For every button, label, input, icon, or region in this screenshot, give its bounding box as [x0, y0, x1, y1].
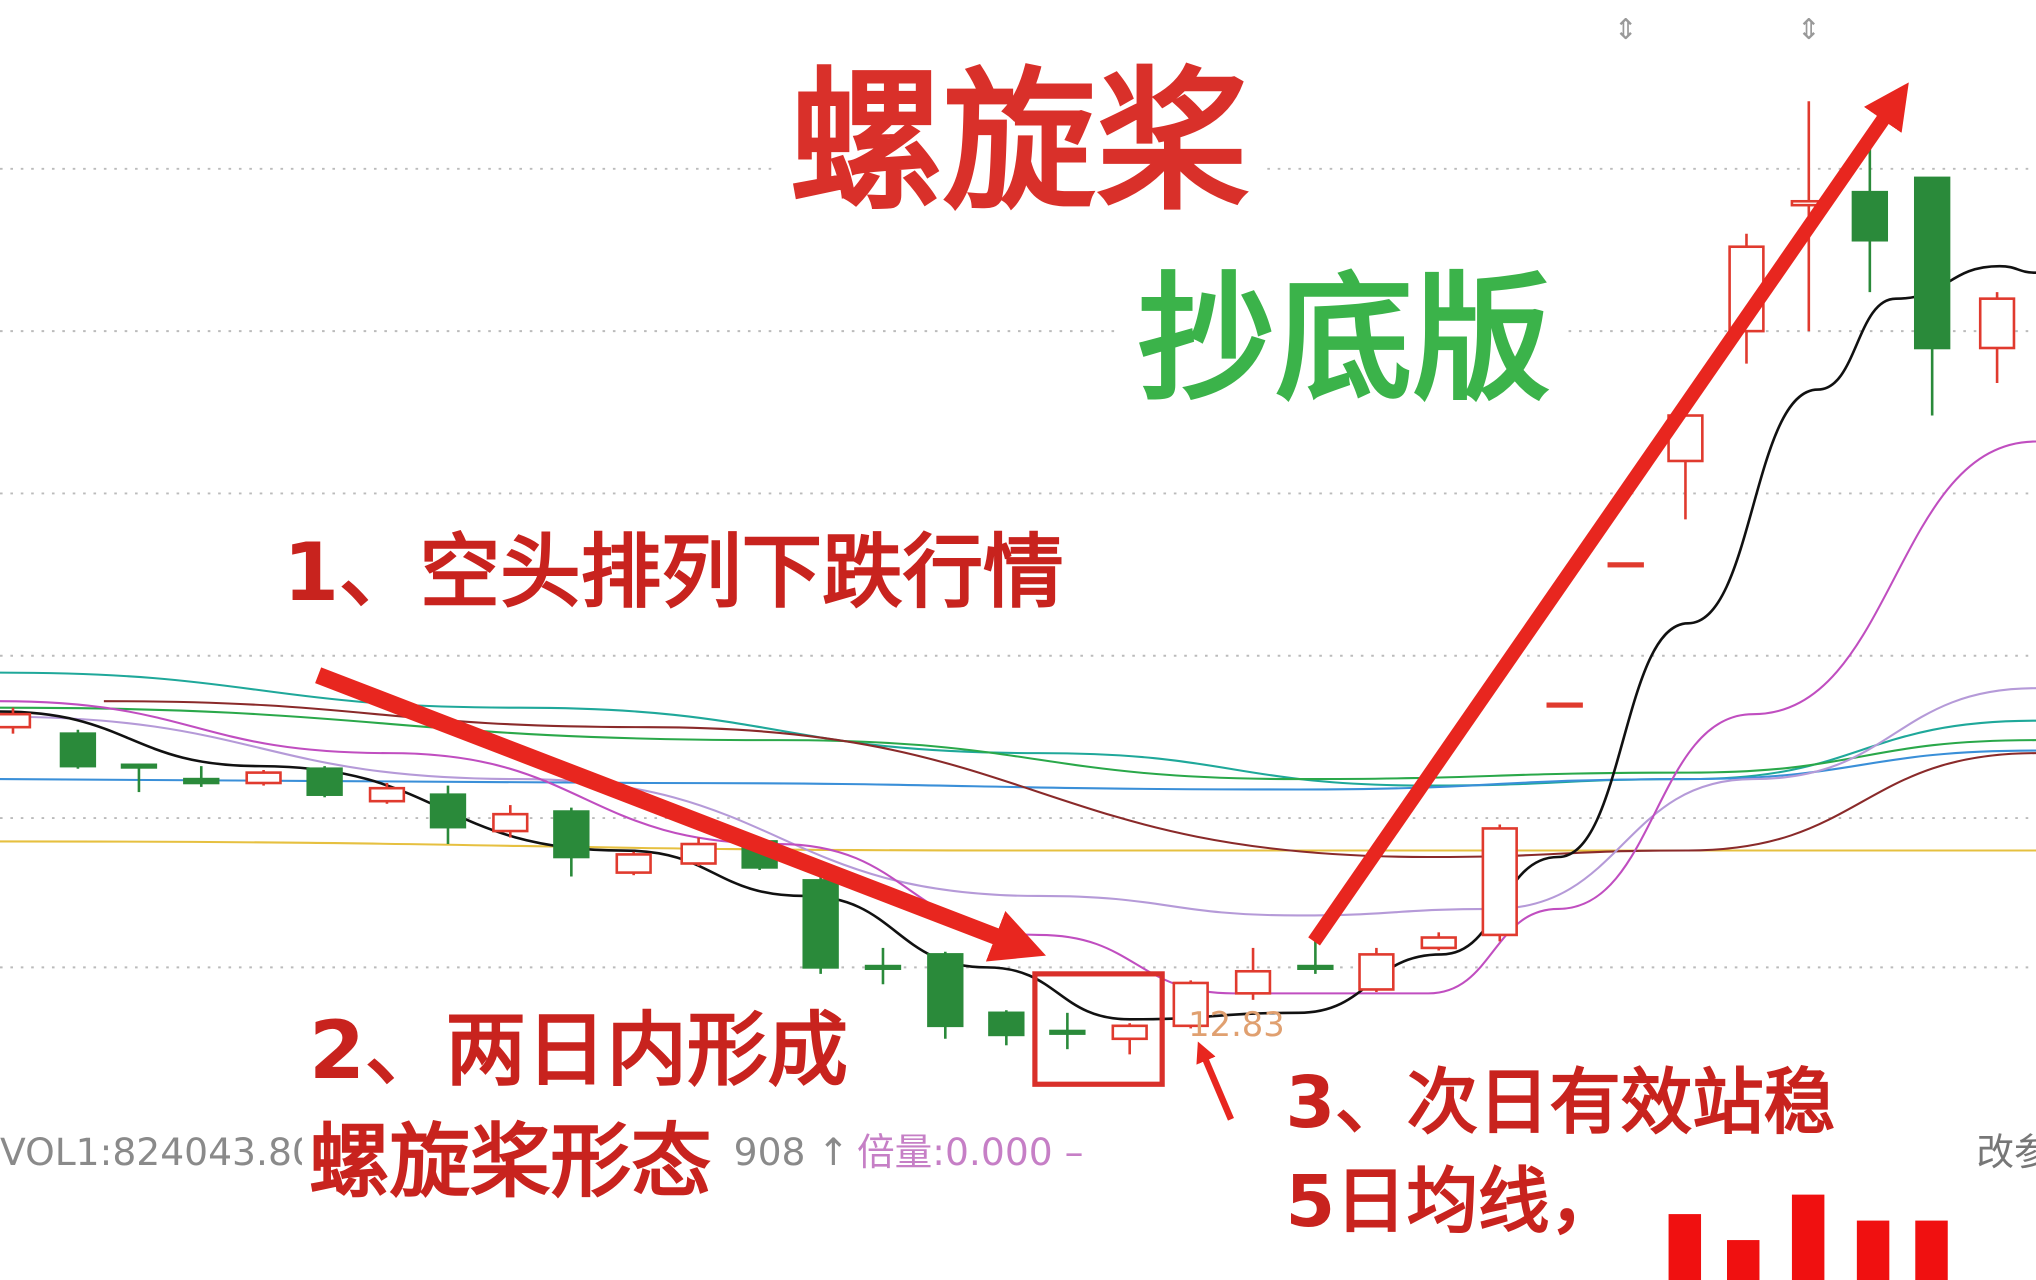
ma-line — [0, 687, 2036, 917]
volume-bar — [1915, 1220, 1948, 1280]
price-label: 12.83 — [1188, 1005, 1285, 1044]
candle-body — [429, 793, 467, 829]
down-arrow — [315, 667, 1046, 962]
candle-body — [1607, 562, 1644, 568]
candle-body — [1481, 827, 1518, 937]
candle-body — [1420, 936, 1457, 950]
highlight-box — [1032, 971, 1165, 1087]
candle-body — [615, 853, 652, 874]
volume-bar — [1668, 1214, 1702, 1280]
pointer-arrow — [1196, 1041, 1234, 1121]
candle-body — [1978, 297, 2016, 350]
annotation: 2、两日内形成 — [309, 1003, 848, 1097]
candle-body — [1172, 981, 1209, 1028]
grid — [0, 167, 2036, 969]
subtitle: 抄底版 — [1138, 260, 1551, 420]
candle-body — [492, 812, 529, 833]
volume-bar — [1727, 1240, 1760, 1280]
ma-line — [0, 706, 2036, 781]
resize-icon: ⇕ — [1614, 12, 1638, 46]
candle-body — [0, 712, 32, 729]
candle-body — [1546, 702, 1583, 708]
candle-body — [1049, 1029, 1086, 1035]
candle-body — [183, 777, 220, 785]
candle-body — [306, 767, 343, 796]
candle-body — [120, 763, 158, 769]
volume-label: VOL1:824043.80 — [0, 1130, 316, 1174]
volume-bars — [1668, 1194, 1948, 1280]
annotation: 3、次日有效站稳 — [1286, 1061, 1836, 1144]
resize-icon: ⇕ — [1797, 12, 1821, 46]
ma-line — [0, 264, 2036, 1021]
candle-body — [1297, 964, 1334, 970]
volume-bar — [1791, 1194, 1825, 1280]
candle-body — [927, 953, 964, 1028]
up-arrow — [1308, 82, 1909, 946]
candle-body — [864, 964, 902, 970]
candle-body — [802, 879, 839, 969]
candle-body — [1234, 969, 1272, 995]
volume-bar — [1856, 1220, 1890, 1280]
candle-body — [1111, 1024, 1148, 1041]
title: 螺旋桨 — [789, 54, 1249, 232]
candle-body — [1358, 953, 1395, 991]
candle-body — [245, 771, 282, 785]
settings-button[interactable]: 改参 — [1976, 1130, 2036, 1174]
candle-body — [368, 786, 406, 803]
annotation: 5日均线， — [1286, 1160, 1621, 1243]
ratio-label: 倍量:0.000 – — [857, 1130, 1084, 1174]
candle-body — [553, 810, 590, 859]
candle-body — [1851, 190, 1889, 242]
candle-body — [680, 842, 717, 865]
indicator-value: 908 ↑ — [734, 1130, 849, 1174]
candle-body — [59, 732, 97, 768]
candle-body — [988, 1011, 1025, 1037]
candle-body — [1913, 176, 1951, 350]
annotation: 1、空头排列下跌行情 — [283, 525, 1064, 619]
annotation: 螺旋桨形态 — [309, 1114, 712, 1208]
